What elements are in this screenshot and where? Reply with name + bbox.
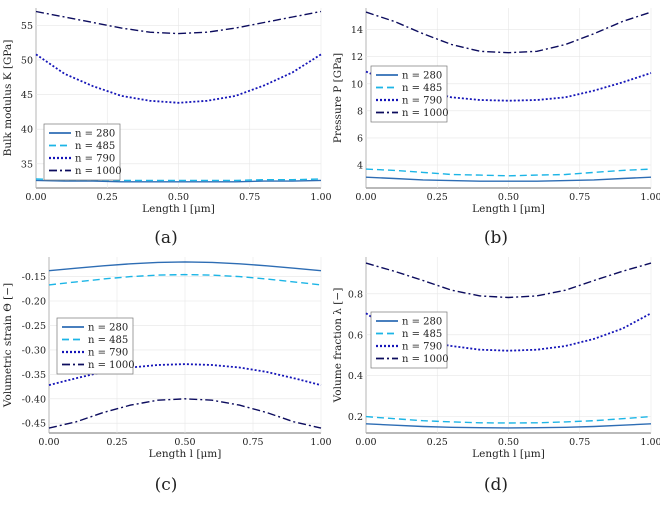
y-tick-label: -0.25 <box>22 321 46 332</box>
y-tick-label: 0.6 <box>348 330 363 341</box>
x-tick-label: 0.00 <box>355 437 376 448</box>
y-tick-label: -0.20 <box>22 297 46 308</box>
x-tick-label: 0.50 <box>498 437 519 448</box>
y-axis-label: Pressure P [GPa] <box>332 53 344 143</box>
y-axis-label: Volumetric strain Θ [−] <box>2 283 14 408</box>
series-line-n485 <box>48 273 322 286</box>
x-tick-label: 0.75 <box>569 437 590 448</box>
legend-entry: n = 280 <box>75 129 115 140</box>
chart-panel-b: 0.00 0.25 0.50 0.75 1.00 4 6 8 10 12 14 Length l [μ… <box>332 8 660 248</box>
y-tick-label: -0.35 <box>22 370 46 381</box>
y-tick-label: 55 <box>21 21 33 32</box>
y-tick-label: -0.45 <box>22 419 46 430</box>
x-tick-label: 1.00 <box>310 192 331 203</box>
x-tick-label: 0.50 <box>498 192 519 203</box>
x-tick-label: 1.00 <box>640 192 660 203</box>
series-line-n280 <box>48 261 322 272</box>
x-tick-label: 0.25 <box>97 192 118 203</box>
y-tick-label: -0.30 <box>22 345 46 356</box>
legend-entry: n = 790 <box>402 342 442 353</box>
legend-entry: n = 485 <box>75 141 115 152</box>
y-tick-label: -0.15 <box>22 272 46 283</box>
legend-entry: n = 790 <box>88 348 128 359</box>
y-tick-label: 50 <box>21 55 33 66</box>
series-line-n280 <box>365 423 652 429</box>
series-line-n1000 <box>365 262 652 299</box>
series-line-n485 <box>365 415 652 424</box>
y-tick-label: 4 <box>357 160 363 171</box>
legend-entry: n = 790 <box>75 154 115 165</box>
x-tick-label: 0.25 <box>106 437 127 448</box>
y-tick-label: 45 <box>21 90 33 101</box>
x-tick-label: 0.00 <box>25 192 46 203</box>
legend-entry: n = 280 <box>402 317 442 328</box>
x-tick-label: 0.00 <box>355 192 376 203</box>
chart-panel-a: 0.00 0.25 0.50 0.75 1.00 35 40 45 50 55 Length l [… <box>2 8 332 248</box>
series-line-n790 <box>35 53 322 104</box>
x-axis-label: Length l [μm] <box>149 448 222 460</box>
legend-entry: n = 790 <box>402 96 442 107</box>
y-tick-label: 0.8 <box>348 289 363 300</box>
series-line-n1000 <box>365 11 652 54</box>
x-tick-label: 1.00 <box>640 437 660 448</box>
y-tick-label: 10 <box>351 79 363 90</box>
y-tick-label: -0.40 <box>22 394 46 405</box>
x-tick-label: 0.25 <box>427 437 448 448</box>
legend-entry: n = 485 <box>402 329 442 340</box>
series-line-n280 <box>35 179 322 183</box>
y-tick-label: 0.4 <box>348 371 363 382</box>
x-tick-label: 0.75 <box>242 437 263 448</box>
panel-caption: (a) <box>154 228 177 248</box>
y-tick-label: 12 <box>351 52 363 63</box>
panel-caption: (c) <box>155 475 178 495</box>
legend-entry: n = 1000 <box>402 108 449 119</box>
series-line-n280 <box>365 176 652 182</box>
x-tick-label: 0.50 <box>174 437 195 448</box>
legend-entry: n = 1000 <box>88 360 135 371</box>
legend-entry: n = 280 <box>402 71 442 82</box>
legend-entry: n = 1000 <box>402 354 449 365</box>
x-axis-label: Length l [μm] <box>142 203 215 215</box>
x-tick-label: 0.75 <box>239 192 260 203</box>
legend-entry: n = 280 <box>88 323 128 334</box>
x-axis-label: Length l [μm] <box>472 203 545 215</box>
y-axis-label: Volume fraction λ [−] <box>332 288 344 404</box>
legend-entry: n = 1000 <box>75 166 122 177</box>
y-axis-label: Bulk modulus K [GPa] <box>2 40 14 157</box>
x-tick-label: 0.25 <box>427 192 448 203</box>
x-tick-label: 0.00 <box>38 437 59 448</box>
x-tick-label: 0.50 <box>168 192 189 203</box>
y-tick-label: 14 <box>351 25 363 36</box>
x-tick-label: 0.75 <box>569 192 590 203</box>
x-axis-label: Length l [μm] <box>472 448 545 460</box>
chart-panel-d: 0.00 0.25 0.50 0.75 1.00 0.2 0.4 0.6 0.8 Length l… <box>332 257 660 495</box>
series-line-n1000 <box>35 10 322 35</box>
y-tick-label: 35 <box>21 159 33 170</box>
y-tick-label: 6 <box>357 133 363 144</box>
chart-panel-c: 0.00 0.25 0.50 0.75 1.00 -0.15 -0.20 -0.25 -0.30… <box>2 257 332 495</box>
y-tick-label: 0.2 <box>348 412 363 423</box>
series-line-n485 <box>365 168 652 177</box>
panel-caption: (d) <box>484 475 508 495</box>
panel-caption: (b) <box>484 228 508 248</box>
legend-entry: n = 485 <box>402 83 442 94</box>
x-tick-label: 1.00 <box>310 437 331 448</box>
legend-entry: n = 485 <box>88 335 128 346</box>
series-line-n1000 <box>48 398 322 429</box>
y-tick-label: 40 <box>21 125 33 136</box>
series-line-n790 <box>48 363 322 386</box>
y-tick-label: 8 <box>357 106 363 117</box>
